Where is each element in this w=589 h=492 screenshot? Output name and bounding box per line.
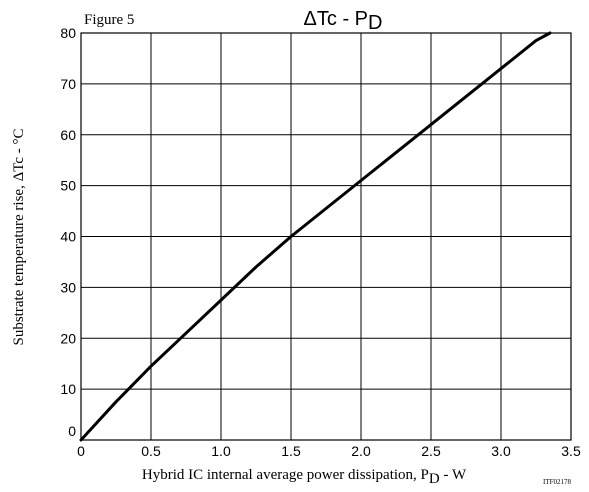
plot-border: [80, 32, 572, 441]
y-tick-label: 60: [60, 127, 76, 143]
chart-title-subscript: D: [368, 12, 382, 34]
y-axis-label: Substrate temperature rise, ΔTc - °C: [11, 128, 27, 345]
x-tick-label: 0: [77, 443, 85, 459]
y-tick-label: 10: [60, 381, 76, 397]
figure-label: Figure 5: [84, 12, 134, 28]
x-axis-label-subscript: D: [429, 471, 440, 487]
x-tick-label: 0.5: [141, 443, 161, 459]
y-tick-label: 40: [60, 229, 76, 245]
y-tick-labels: 0 10 20 30 40 50 60 70 80: [60, 25, 76, 439]
figure-code: ITF02178: [543, 478, 572, 486]
grid: [81, 33, 571, 440]
x-tick-labels: 0 0.5 1.0 1.5 2.0 2.5 3.0 3.5: [77, 443, 581, 459]
chart-title: ΔTc - PD: [304, 8, 383, 34]
y-tick-label: 50: [60, 178, 76, 194]
x-tick-label: 3.0: [491, 443, 511, 459]
chart-title-main: ΔTc - P: [304, 8, 368, 30]
y-tick-label: 30: [60, 279, 76, 295]
series-layer: [79, 31, 552, 442]
x-tick-label: 3.5: [561, 443, 581, 459]
series-line-0: [79, 31, 552, 442]
x-axis-label-main: Hybrid IC internal average power dissipa…: [142, 467, 429, 483]
y-tick-label: 0: [68, 423, 76, 439]
y-tick-label: 20: [60, 330, 76, 346]
x-tick-label: 1.0: [211, 443, 231, 459]
x-tick-label: 1.5: [281, 443, 301, 459]
y-tick-label: 80: [60, 25, 76, 41]
plot-frame: [80, 32, 572, 441]
x-axis-label-suffix: - W: [440, 467, 467, 483]
y-tick-label: 70: [60, 76, 76, 92]
x-tick-label: 2.0: [351, 443, 371, 459]
x-axis-label: Hybrid IC internal average power dissipa…: [142, 467, 467, 487]
x-tick-label: 2.5: [421, 443, 441, 459]
